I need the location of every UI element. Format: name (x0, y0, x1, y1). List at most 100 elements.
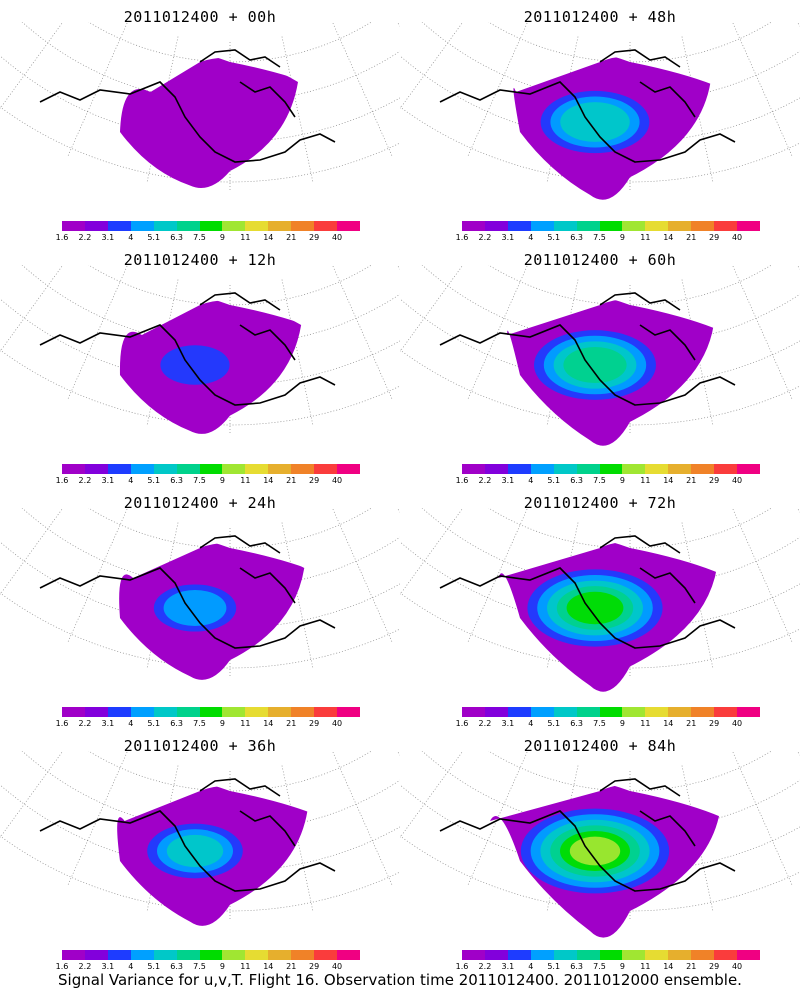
colorbar-label: 40 (331, 233, 343, 242)
polar-map (0, 751, 400, 926)
panel-title: 2011012400 + 72h (523, 494, 677, 512)
colorbar-labels: 1.6 2.2 3.1 4 5.1 6.3 7.5 9 11 14 21 29 40 (56, 233, 360, 243)
colorbar-label: 2.2 (478, 476, 492, 485)
colorbar-label: 3.1 (101, 719, 115, 728)
colorbar-swatch (130, 950, 154, 960)
colorbar-swatch (176, 464, 200, 474)
colorbar-label: 14 (263, 962, 274, 971)
colorbar-swatch (622, 464, 646, 474)
colorbar-swatch (130, 707, 154, 717)
polar-map (400, 751, 800, 938)
colorbar-swatch (553, 464, 577, 474)
colorbar-swatch (599, 950, 623, 960)
colorbar-label: 1.6 (455, 962, 469, 971)
forecast-panel: 2011012400 + 48h 1.6 2.2 3.1 4 5.1 6.3 7.5 9 11 14… (400, 0, 800, 243)
colorbar (62, 464, 360, 474)
colorbar-swatch (268, 464, 292, 474)
colorbar-swatch (291, 464, 315, 474)
colorbar-label: 6.3 (570, 476, 583, 485)
colorbar (62, 950, 360, 960)
colorbar-swatch (153, 221, 177, 231)
colorbar-labels: 1.6 2.2 3.1 4 5.1 6.3 7.5 9 11 14 21 29 40 (56, 476, 360, 486)
panel-title: 2011012400 + 24h (123, 494, 277, 512)
colorbar-label: 1.6 (55, 476, 69, 485)
colorbar-label: 40 (331, 476, 343, 485)
colorbar-swatch (268, 707, 292, 717)
colorbar-label: 14 (663, 719, 674, 728)
colorbar-label: 3.1 (501, 476, 515, 485)
colorbar-swatch (645, 464, 669, 474)
colorbar-swatch (530, 221, 554, 231)
colorbar-swatch (507, 707, 531, 717)
polar-map (400, 508, 800, 692)
colorbar-label: 21 (286, 233, 297, 242)
colorbar-label: 40 (731, 962, 743, 971)
colorbar-label: 6.3 (570, 719, 583, 728)
colorbar-swatch (222, 464, 246, 474)
colorbar-label: 11 (240, 719, 251, 728)
colorbar-swatch (107, 707, 131, 717)
panel-title: 2011012400 + 12h (123, 251, 277, 269)
colorbar-swatch (130, 464, 154, 474)
colorbar-label: 3.1 (501, 719, 515, 728)
colorbar-swatch (668, 707, 692, 717)
colorbar-swatch (153, 950, 177, 960)
colorbar-swatch (222, 707, 246, 717)
colorbar-label: 1.6 (455, 476, 469, 485)
colorbar-label: 21 (286, 719, 297, 728)
colorbar-label: 9 (619, 719, 625, 728)
colorbar-swatch (337, 707, 360, 717)
colorbar-label: 40 (331, 719, 343, 728)
colorbar-swatch (507, 464, 531, 474)
colorbar-swatch (714, 950, 738, 960)
colorbar-label: 9 (619, 233, 625, 242)
colorbar-swatch (484, 950, 508, 960)
colorbar-label: 7.5 (193, 233, 206, 242)
coastline (439, 292, 736, 406)
colorbar-swatch (62, 464, 85, 474)
colorbar-label: 6.3 (170, 719, 183, 728)
colorbar-swatch (62, 950, 85, 960)
coastline (439, 49, 736, 163)
colorbar-swatch (599, 464, 623, 474)
polar-map (0, 265, 400, 435)
colorbar-label: 9 (219, 476, 225, 485)
colorbar-swatch (222, 950, 246, 960)
colorbar-label: 1.6 (55, 233, 69, 242)
colorbar-labels: 1.6 2.2 3.1 4 5.1 6.3 7.5 9 11 14 21 29 40 (56, 719, 360, 729)
colorbar-label: 29 (309, 962, 320, 971)
colorbar-label: 5.1 (547, 962, 561, 971)
colorbar-swatch (576, 464, 600, 474)
colorbar-swatch (530, 950, 554, 960)
coastline (39, 535, 336, 649)
colorbar (62, 707, 360, 717)
colorbar-swatch (714, 464, 738, 474)
colorbar-swatch (484, 707, 508, 717)
colorbar-swatch (645, 221, 669, 231)
forecast-panel: 2011012400 + 00h 1.6 2.2 3.1 4 5.1 6.3 7.5 9 11 14… (0, 0, 400, 243)
colorbar-label: 5.1 (147, 962, 161, 971)
colorbar (462, 950, 760, 960)
colorbar-swatch (84, 221, 108, 231)
colorbar (62, 221, 360, 231)
colorbar-swatch (107, 464, 131, 474)
colorbar-label: 4 (528, 719, 534, 728)
colorbar-swatch (462, 464, 485, 474)
panel-title: 2011012400 + 84h (523, 737, 677, 755)
colorbar-label: 7.5 (593, 962, 606, 971)
colorbar-swatch (599, 221, 623, 231)
forecast-panel: 2011012400 + 36h 1.6 2.2 3.1 4 5.1 6.3 7.5 9 11 14… (0, 729, 400, 972)
colorbar-label: 1.6 (55, 719, 69, 728)
panel-title: 2011012400 + 48h (523, 8, 677, 26)
colorbar-swatch (291, 221, 315, 231)
colorbar-swatch (314, 464, 338, 474)
colorbar-label: 2.2 (78, 476, 92, 485)
colorbar-label: 6.3 (170, 476, 183, 485)
colorbar-swatch (553, 950, 577, 960)
colorbar-label: 5.1 (147, 476, 161, 485)
colorbar-swatch (245, 707, 269, 717)
colorbar-swatch (737, 707, 760, 717)
panel-title: 2011012400 + 60h (523, 251, 677, 269)
colorbar-swatch (176, 221, 200, 231)
colorbar-swatch (84, 464, 108, 474)
